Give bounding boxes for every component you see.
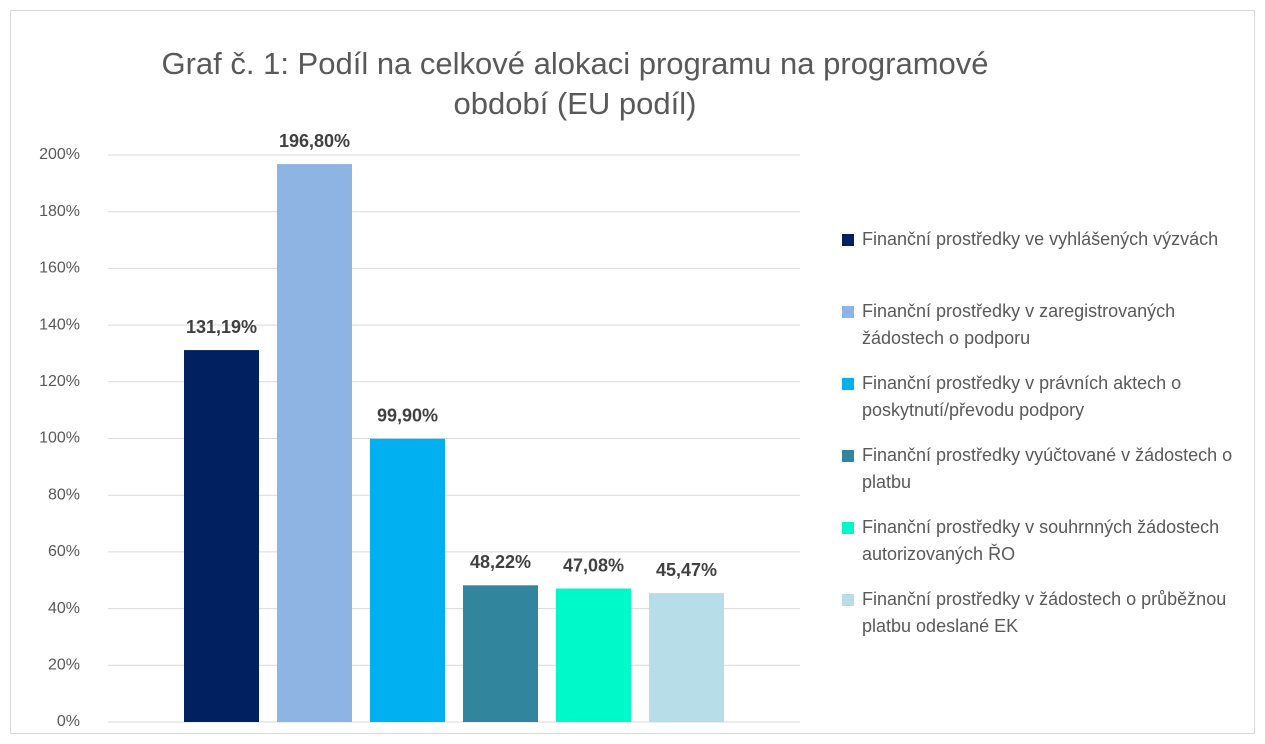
chart-title: Graf č. 1: Podíl na celkové alokaci prog… [161,46,989,121]
legend: Finanční prostředky ve vyhlášených výzvá… [842,226,1252,658]
bar [556,588,631,722]
legend-label: Finanční prostředky vyúčtované v žádoste… [862,445,1233,492]
legend-swatch [842,594,854,606]
legend-label: Finanční prostředky v zaregistrovaných ž… [862,301,1176,348]
data-label: 99,90% [377,406,438,426]
legend-label: Finanční prostředky ve vyhlášených výzvá… [862,229,1219,249]
bar [649,593,724,722]
legend-item: Finanční prostředky v žádostech o průběž… [842,586,1252,658]
data-label: 48,22% [470,552,531,572]
y-tick-label: 60% [48,543,80,560]
bar [184,350,259,722]
y-tick-label: 80% [48,486,80,503]
legend-item: Finanční prostředky ve vyhlášených výzvá… [842,226,1252,298]
legend-swatch [842,450,854,462]
y-tick-label: 40% [48,600,80,617]
legend-swatch [842,522,854,534]
legend-item: Finanční prostředky vyúčtované v žádoste… [842,442,1252,514]
legend-label: Finanční prostředky v právních aktech o … [862,373,1182,420]
y-tick-label: 140% [39,316,80,333]
legend-item: Finanční prostředky v právních aktech o … [842,370,1252,442]
y-tick-label: 20% [48,657,80,674]
legend-swatch [842,306,854,318]
y-tick-label: 100% [39,430,80,447]
legend-item: Finanční prostředky v souhrnných žádoste… [842,514,1252,586]
legend-label: Finanční prostředky v souhrnných žádoste… [862,517,1220,564]
data-label: 131,19% [186,317,257,337]
bar [463,585,538,722]
y-tick-label: 180% [39,203,80,220]
bar [370,438,445,722]
y-tick-label: 200% [39,146,80,163]
y-tick-label: 0% [57,713,80,730]
y-tick-label: 160% [39,260,80,277]
data-label: 45,47% [656,560,717,580]
legend-swatch [842,234,854,246]
y-tick-label: 120% [39,373,80,390]
legend-item: Finanční prostředky v zaregistrovaných ž… [842,298,1252,370]
legend-swatch [842,378,854,390]
data-label: 47,08% [563,555,624,575]
legend-label: Finanční prostředky v žádostech o průběž… [862,589,1227,636]
data-label: 196,80% [279,131,350,151]
bar [277,164,352,722]
